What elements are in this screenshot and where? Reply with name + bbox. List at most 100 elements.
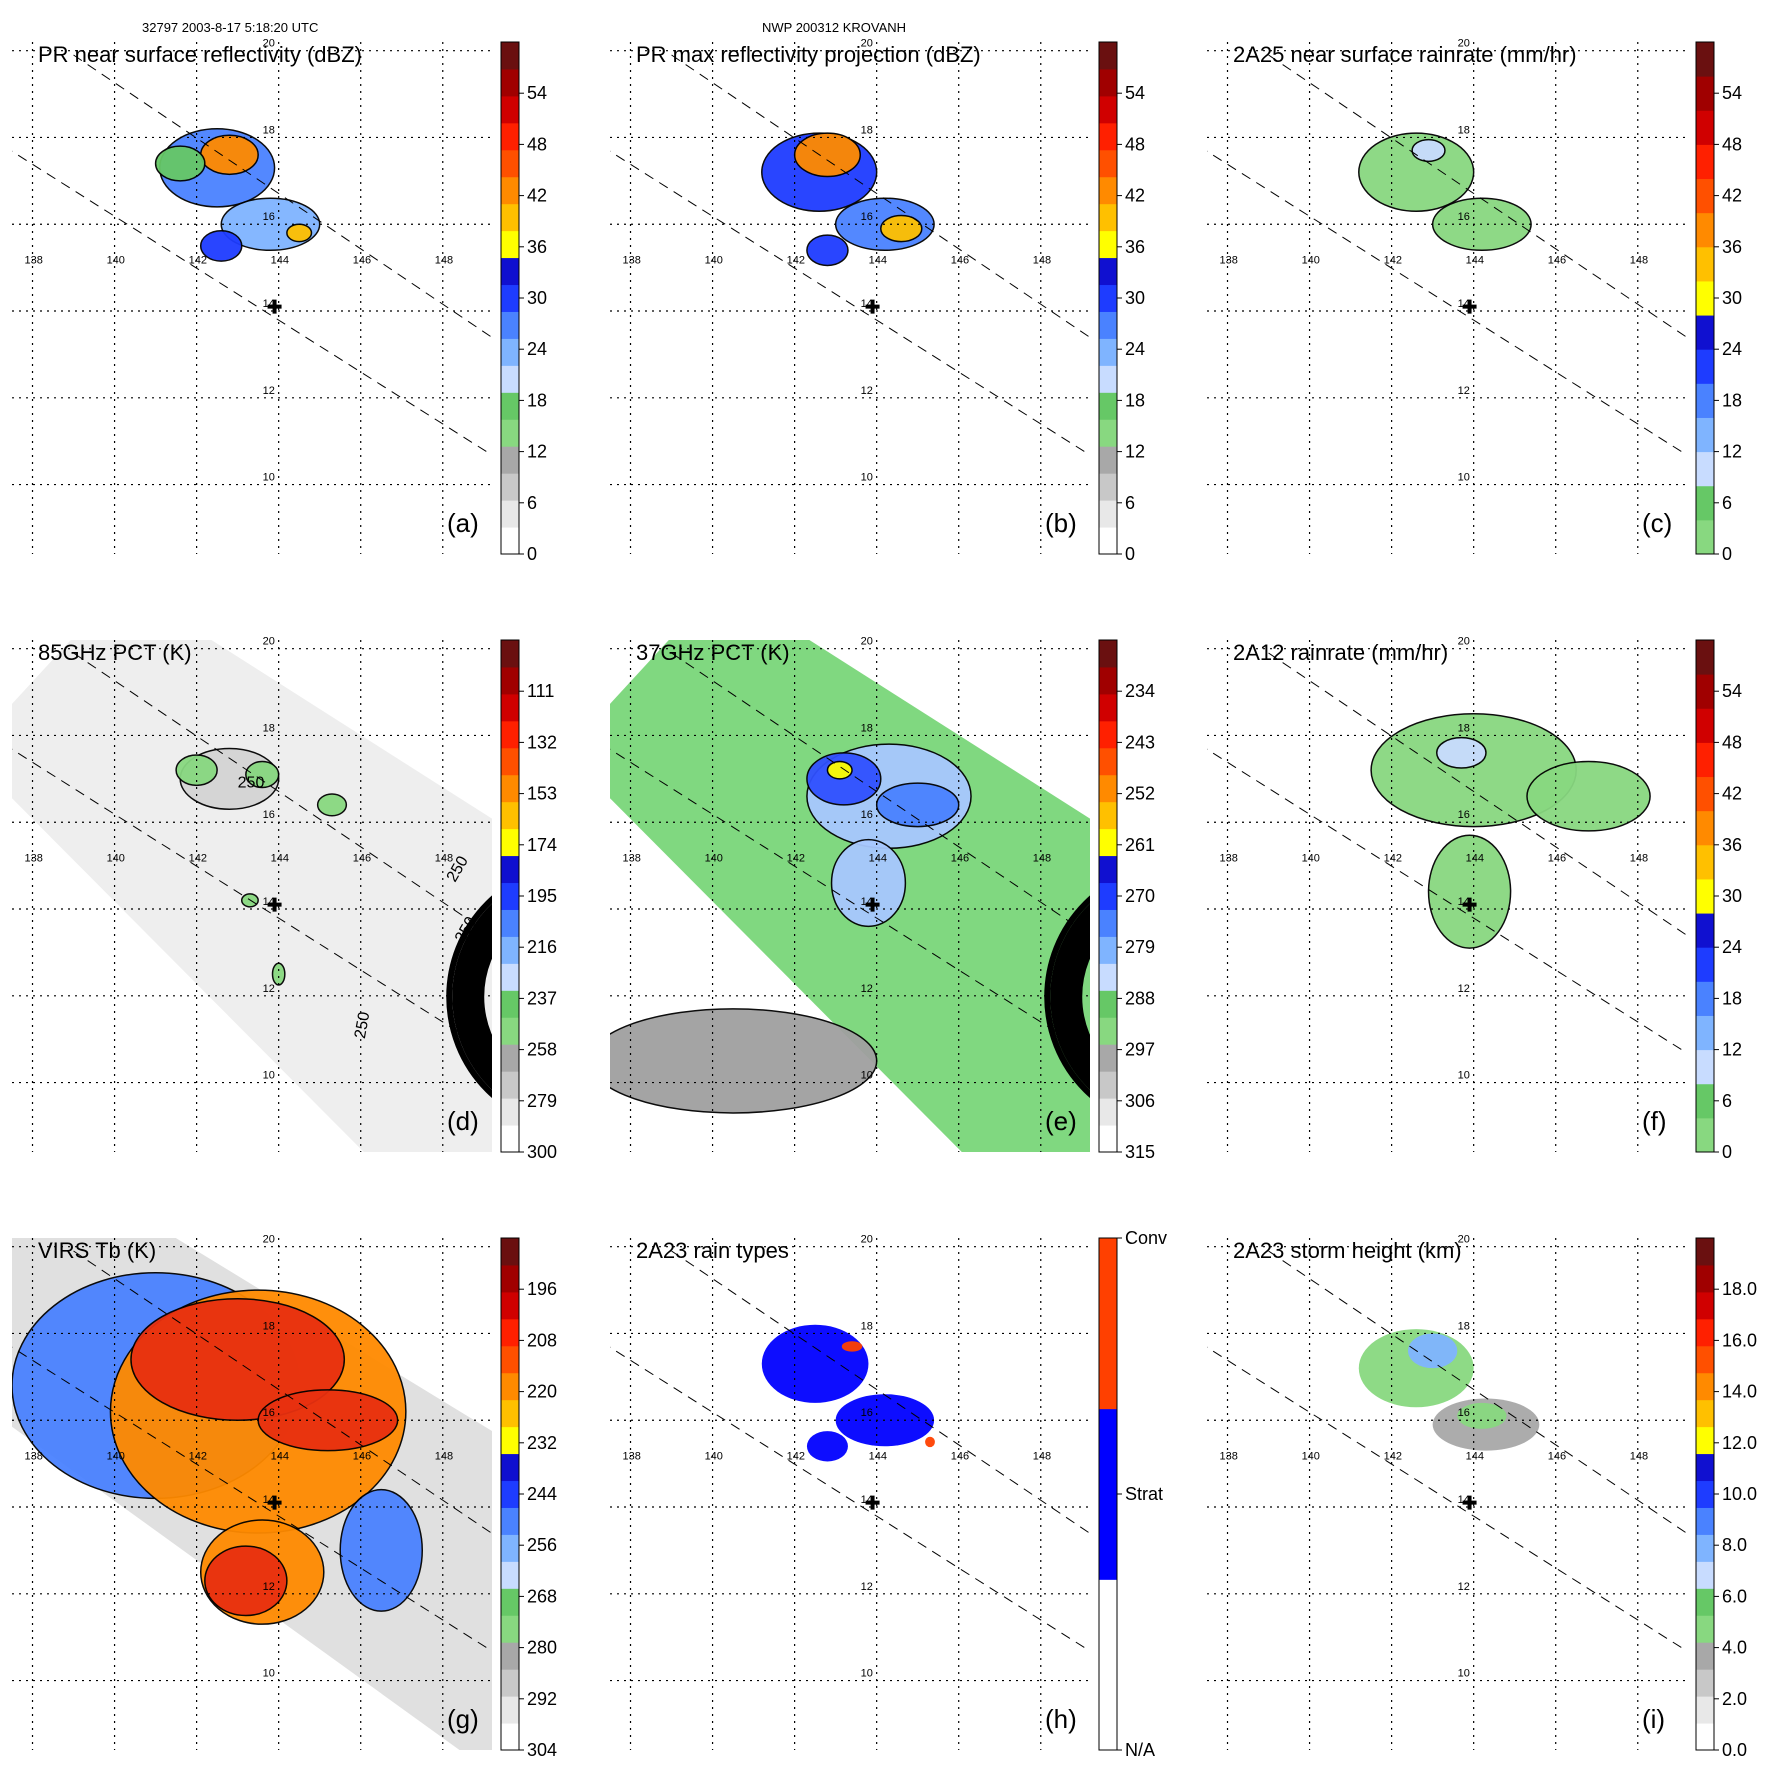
colorbar-segment	[1696, 212, 1714, 248]
colorbar-tick-label: 18	[1722, 390, 1742, 410]
colorbar-tick-label: 18	[1125, 390, 1145, 410]
colorbar-segment	[501, 1399, 519, 1428]
lat-tick-label: 12	[861, 385, 873, 397]
data-region	[1408, 1333, 1458, 1369]
colorbar-segment	[1099, 122, 1117, 151]
colorbar-segment	[1099, 1098, 1117, 1126]
colorbar-segment	[1099, 42, 1117, 70]
lon-tick-label: 142	[787, 255, 805, 267]
lat-tick-label: 16	[861, 211, 873, 223]
colorbar-tick-label: 4.0	[1722, 1638, 1747, 1658]
colorbar-segment	[501, 1044, 519, 1072]
colorbar-segment	[1099, 68, 1117, 97]
colorbar-tick-label: 297	[1125, 1040, 1155, 1060]
pr-swath-edge	[12, 748, 492, 1054]
lat-tick-label: 16	[1458, 809, 1470, 821]
colorbar-segment	[501, 774, 519, 803]
colorbar-segment	[501, 693, 519, 722]
colorbar-segment	[1696, 1372, 1714, 1401]
colorbar-tick-label: 24	[1722, 937, 1742, 957]
colorbar-tick-label: 304	[527, 1740, 557, 1760]
colorbar-segment	[1099, 666, 1117, 695]
colorbar-segment	[501, 882, 519, 910]
data-region	[1427, 834, 1512, 949]
colorbar-segment	[501, 338, 519, 366]
colorbar-segment	[1696, 76, 1714, 111]
colorbar-segment	[501, 1426, 519, 1455]
colorbar-segment	[1099, 149, 1117, 178]
colorbar-segment	[1696, 451, 1714, 487]
lon-tick-label: 142	[189, 1451, 207, 1463]
colorbar-tick-label: 279	[527, 1091, 557, 1111]
colorbar-segment	[1696, 913, 1714, 948]
lat-tick-label: 16	[1458, 211, 1470, 223]
lon-tick-label: 146	[353, 853, 371, 865]
scan-edge-arc	[467, 925, 492, 1068]
panel-title: 37GHz PCT (K)	[636, 640, 790, 665]
colorbar-tick-label: 10.0	[1722, 1484, 1757, 1504]
lon-tick-label: 140	[705, 853, 723, 865]
lon-tick-label: 140	[107, 1451, 125, 1463]
data-region	[830, 838, 907, 928]
colorbar-tick-label: 48	[1722, 134, 1742, 154]
lat-tick-label: 16	[263, 1407, 275, 1419]
colorbar-segment	[1696, 1264, 1714, 1293]
panel-label: (d)	[447, 1106, 479, 1136]
lon-tick-label: 148	[1630, 853, 1648, 865]
map-area-f	[1207, 640, 1687, 1152]
lon-tick-label: 146	[951, 853, 969, 865]
colorbar-segment	[1099, 774, 1117, 803]
lon-tick-label: 148	[435, 853, 453, 865]
colorbar-segment	[1696, 1015, 1714, 1051]
colorbar-segment	[501, 1071, 519, 1099]
colorbar-segment	[1696, 981, 1714, 1016]
colorbar-segment	[1696, 315, 1714, 350]
lat-tick-label: 10	[861, 1668, 873, 1680]
colorbar-segment	[1696, 349, 1714, 384]
colorbar-tick-label: 54	[1722, 83, 1742, 103]
colorbar-segment	[501, 1588, 519, 1616]
colorbar-segment	[501, 828, 519, 857]
colorbar-tick-label: 0	[1722, 544, 1732, 564]
data-region	[806, 234, 849, 267]
colorbar-tick-label: 48	[1722, 732, 1742, 752]
storm-center-marker	[865, 897, 880, 912]
data-region	[793, 132, 862, 178]
lon-tick-label: 146	[353, 255, 371, 267]
lat-tick-label: 20	[861, 38, 873, 50]
colorbar-tick-label: 2.0	[1722, 1689, 1747, 1709]
lon-tick-label: 138	[623, 1451, 641, 1463]
colorbar-segment	[501, 500, 519, 528]
colorbar-tick-label: 42	[527, 186, 547, 206]
colorbar-segment	[501, 1534, 519, 1562]
colorbar-tick-label: 42	[1722, 186, 1742, 206]
colorbar-tick-label: 252	[1125, 784, 1155, 804]
colorbar-segment	[1696, 844, 1714, 880]
colorbar-tick-label: 12	[1125, 442, 1145, 462]
pr-swath-edge	[1268, 54, 1687, 339]
lon-tick-label: 144	[869, 1451, 887, 1463]
panel-label: (f)	[1642, 1106, 1667, 1136]
colorbar-segment	[501, 284, 519, 312]
data-region	[199, 134, 259, 176]
lat-tick-label: 20	[861, 1234, 873, 1246]
colorbar-tick-label: 12	[527, 442, 547, 462]
lon-tick-label: 138	[1220, 1451, 1238, 1463]
lat-tick-label: 12	[1458, 983, 1470, 995]
colorbar-segment	[1696, 1480, 1714, 1508]
pr-swath-edge	[1268, 652, 1687, 937]
colorbar-segment	[1696, 519, 1714, 555]
scan-edge-arc	[462, 918, 492, 1076]
colorbar-tick-label: 256	[527, 1535, 557, 1555]
colorbar-tick-label: 6	[1722, 493, 1732, 513]
colorbar-segment	[1099, 1408, 1117, 1580]
lon-tick-label: 138	[1220, 853, 1238, 865]
colorbar-segment	[1696, 1588, 1714, 1616]
scan-edge-arc	[1050, 903, 1090, 1090]
lat-tick-label: 10	[1458, 1070, 1470, 1082]
colorbar-segment	[501, 666, 519, 695]
colorbar-tick-label: 279	[1125, 937, 1155, 957]
lat-tick-label: 12	[861, 983, 873, 995]
colorbar-segment	[501, 1480, 519, 1508]
